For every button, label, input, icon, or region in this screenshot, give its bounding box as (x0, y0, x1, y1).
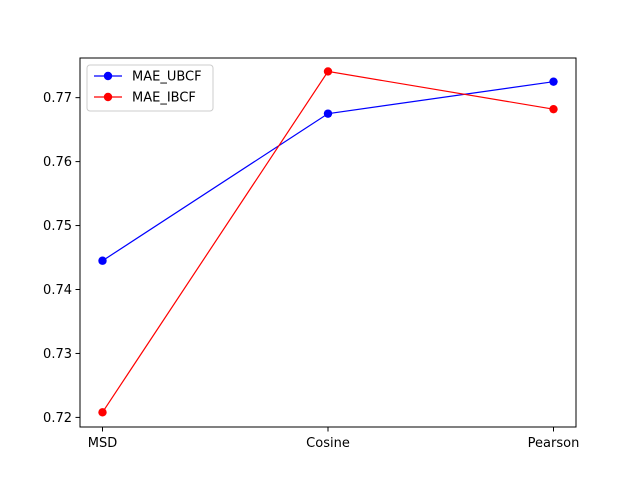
y-tick-label: 0.72 (43, 411, 72, 426)
y-tick-label: 0.75 (43, 219, 72, 234)
legend-label-mae-ibcf: MAE_IBCF (132, 91, 196, 106)
legend-label-mae-ubcf: MAE_UBCF (132, 70, 202, 85)
legend-marker-mae-ubcf (103, 71, 113, 81)
data-point-mae-ibcf-cosine (323, 67, 333, 76)
data-point-mae-ibcf-pearson (549, 104, 558, 114)
plot-area (98, 67, 558, 417)
x-tick-label-cosine: Cosine (306, 436, 350, 451)
data-point-mae-ubcf-pearson (549, 77, 558, 86)
y-tick-label: 0.73 (43, 347, 72, 362)
axes: 0.72 0.73 0.74 0.75 0.76 0.77 MSD Cosine Pearson (43, 57, 580, 451)
y-tick-label: 0.74 (43, 283, 72, 298)
y-tick-label: 0.76 (43, 155, 72, 170)
x-tick-label-pearson: Pearson (528, 436, 580, 451)
legend-marker-mae-ibcf (103, 92, 113, 102)
y-tick-label: 0.77 (43, 91, 72, 106)
legend: MAE_UBCF MAE_IBCF (86, 64, 214, 112)
data-point-mae-ibcf-msd (98, 408, 107, 417)
x-tick-label-msd: MSD (88, 436, 117, 451)
data-point-mae-ubcf-msd (98, 256, 107, 265)
data-point-mae-ubcf-cosine (323, 109, 333, 118)
